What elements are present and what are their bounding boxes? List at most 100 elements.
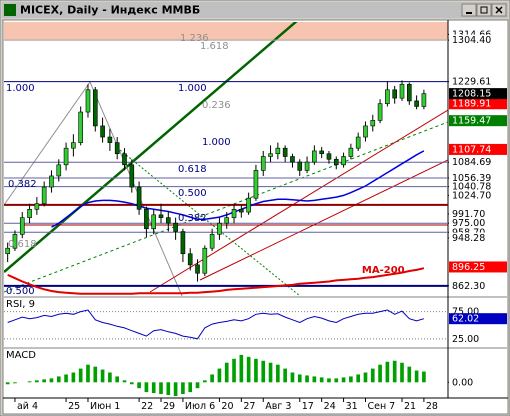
histogram-bar	[363, 372, 368, 383]
candle-body	[253, 170, 259, 199]
histogram-bar	[283, 368, 287, 383]
histogram-bar	[137, 382, 141, 389]
x-tick-label: ай 4	[17, 401, 38, 412]
maximize-button[interactable]	[476, 3, 492, 17]
histogram-bar	[268, 362, 273, 383]
y-tick-label: 1084.69	[452, 157, 491, 168]
histogram-bar	[35, 380, 39, 383]
histogram-bar	[407, 366, 412, 383]
series-label: MA-200	[362, 265, 405, 276]
histogram-bar	[115, 376, 120, 383]
x-tick-label: 31	[346, 401, 358, 412]
histogram-bar	[217, 368, 222, 383]
window-icon	[4, 4, 16, 16]
candle-body	[363, 125, 368, 138]
histogram-bar	[5, 382, 10, 385]
trend-line	[199, 159, 448, 281]
close-glyph	[495, 6, 503, 14]
histogram-bar	[392, 360, 397, 383]
y-tick-label: 1229.61	[452, 77, 491, 88]
candle-body	[239, 208, 244, 213]
y-tick-label-box	[449, 76, 507, 88]
histogram-bar	[327, 378, 331, 383]
histogram-bar	[151, 382, 156, 394]
histogram-bar	[173, 382, 178, 397]
fib-label: 1.000	[178, 83, 207, 94]
trend-line	[119, 149, 301, 296]
histogram-bar	[341, 377, 346, 383]
histogram-bar	[239, 354, 244, 383]
histogram-bar	[78, 368, 83, 383]
histogram-bar	[319, 377, 324, 383]
candle-body	[136, 186, 142, 210]
candle-body	[63, 147, 69, 166]
fib-label: 0.500	[178, 188, 207, 199]
candle-body	[195, 264, 200, 274]
histogram-bar	[400, 362, 404, 383]
window-title: MICEX, Daily - Индекс ММВБ	[20, 4, 200, 17]
x-tick-label: Сен 7	[367, 401, 395, 412]
panel-title: RSI, 9	[6, 299, 35, 310]
histogram-bar	[334, 378, 339, 383]
y-tick-label: 1304.40	[452, 35, 491, 46]
candle-body	[27, 208, 32, 218]
y-tick-label-box	[449, 28, 507, 40]
fib-label: 0.236	[202, 100, 231, 111]
fib-label: 0.618	[178, 164, 207, 175]
histogram-bar	[356, 374, 361, 383]
histogram-bar	[414, 370, 419, 383]
histogram-bar	[56, 376, 61, 383]
candle-body	[399, 83, 405, 99]
price-label: 1159.47	[452, 116, 491, 127]
candle-body	[166, 217, 171, 224]
histogram-bar	[210, 374, 214, 383]
panel-title: MACD	[6, 350, 36, 361]
trend-line	[4, 22, 298, 273]
y-tick-label-box	[449, 226, 507, 238]
current-value-label: 62.02	[452, 314, 479, 325]
histogram-bar	[129, 382, 134, 385]
x-tick-label: 24	[324, 401, 336, 412]
candle-body	[56, 164, 62, 177]
candle-body	[144, 208, 149, 230]
candle-body	[319, 150, 324, 155]
y-tick-label-box	[449, 376, 507, 388]
fib-label: 1.618	[200, 41, 229, 52]
y-tick-label: 975.00	[452, 218, 485, 229]
y-tick-label: 991.70	[452, 209, 485, 220]
window-buttons[interactable]	[461, 3, 507, 17]
candle-body	[85, 89, 91, 113]
y-tick-label-box	[449, 190, 507, 202]
candle-body	[224, 217, 230, 224]
panel-separator	[3, 296, 508, 298]
y-tick-label: 1040.78	[452, 182, 491, 193]
x-tick-label: 22	[141, 401, 153, 412]
histogram-bar	[370, 368, 375, 383]
moving-average	[51, 150, 425, 228]
histogram-bar	[246, 356, 251, 383]
candle-body	[78, 111, 83, 143]
histogram-bar	[261, 360, 266, 383]
y-tick-label-box	[449, 280, 507, 292]
candle-body	[385, 89, 390, 104]
histogram-bar	[195, 382, 200, 389]
histogram-bar	[49, 378, 54, 383]
x-tick-label: Июн 1	[90, 401, 120, 412]
fib-label: 1.236	[180, 33, 209, 44]
histogram-bar	[64, 374, 68, 383]
candle-body	[107, 136, 113, 143]
price-label-box	[449, 98, 507, 110]
candle-body	[114, 142, 120, 155]
candle-body	[209, 234, 215, 249]
histogram-bar	[71, 372, 76, 383]
candle-body	[92, 89, 98, 127]
histogram-bar	[297, 374, 302, 383]
x-tick-label: 27	[243, 401, 255, 412]
histogram-bar	[290, 372, 295, 383]
candle-body	[12, 234, 18, 249]
histogram-bar	[181, 382, 185, 395]
minimize-button[interactable]	[461, 3, 477, 17]
histogram-bar	[100, 369, 105, 383]
histogram-bar	[349, 376, 353, 383]
